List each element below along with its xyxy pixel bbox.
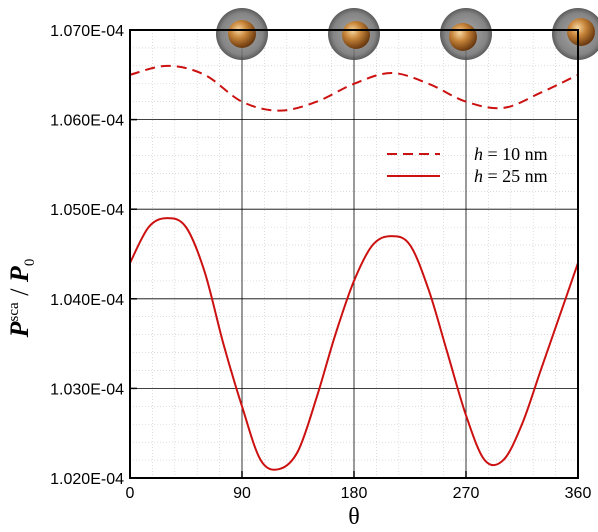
x-tick-label: 360	[565, 485, 592, 502]
legend-label-value: = 10 nm	[483, 144, 548, 164]
sphere-icon	[440, 8, 492, 60]
sphere-core	[342, 21, 370, 49]
sphere-icon	[328, 8, 380, 60]
series-layer	[129, 64, 579, 471]
sphere-core	[449, 23, 477, 51]
x-tick-label: 270	[453, 485, 480, 502]
y-axis-title-sep: /	[5, 282, 34, 302]
legend-label-1: h = 25 nm	[474, 166, 548, 186]
sphere-core	[567, 18, 595, 46]
y-axis-title: Psca / P0	[5, 259, 38, 339]
series-line-1	[129, 217, 579, 471]
x-tick-label: 180	[341, 485, 368, 502]
legend-label-var: h	[474, 166, 483, 186]
sphere-icon	[216, 8, 268, 60]
x-axis-title: θ	[348, 504, 360, 530]
legend-label-0: h = 10 nm	[474, 144, 548, 164]
x-tick-label: 90	[233, 485, 251, 502]
y-tick-label: 1.040E-04	[50, 292, 124, 309]
series-line-0	[129, 64, 579, 112]
y-axis-title-main: P	[5, 320, 34, 338]
y-tick-label: 1.050E-04	[50, 202, 124, 219]
y-tick-label: 1.060E-04	[50, 113, 124, 130]
legend: h = 10 nmh = 25 nm	[387, 144, 548, 186]
sphere-icon	[552, 8, 598, 60]
legend-label-value: = 25 nm	[483, 166, 548, 186]
y-tick-label: 1.070E-04	[50, 23, 124, 40]
axis-ticks: 0 90 180 270 360 1.020E-04 1.030E-04 1.040E-04 1…	[50, 23, 591, 502]
y-tick-label: 1.020E-04	[50, 471, 124, 488]
sphere-core	[228, 20, 256, 48]
y-axis-title-sup: sca	[6, 302, 22, 321]
x-tick-label: 0	[126, 485, 135, 502]
y-axis-title-den: P	[5, 265, 34, 283]
y-tick-label: 1.030E-04	[50, 381, 124, 398]
legend-label-var: h	[474, 144, 483, 164]
y-axis-title-den-sub: 0	[22, 259, 38, 267]
